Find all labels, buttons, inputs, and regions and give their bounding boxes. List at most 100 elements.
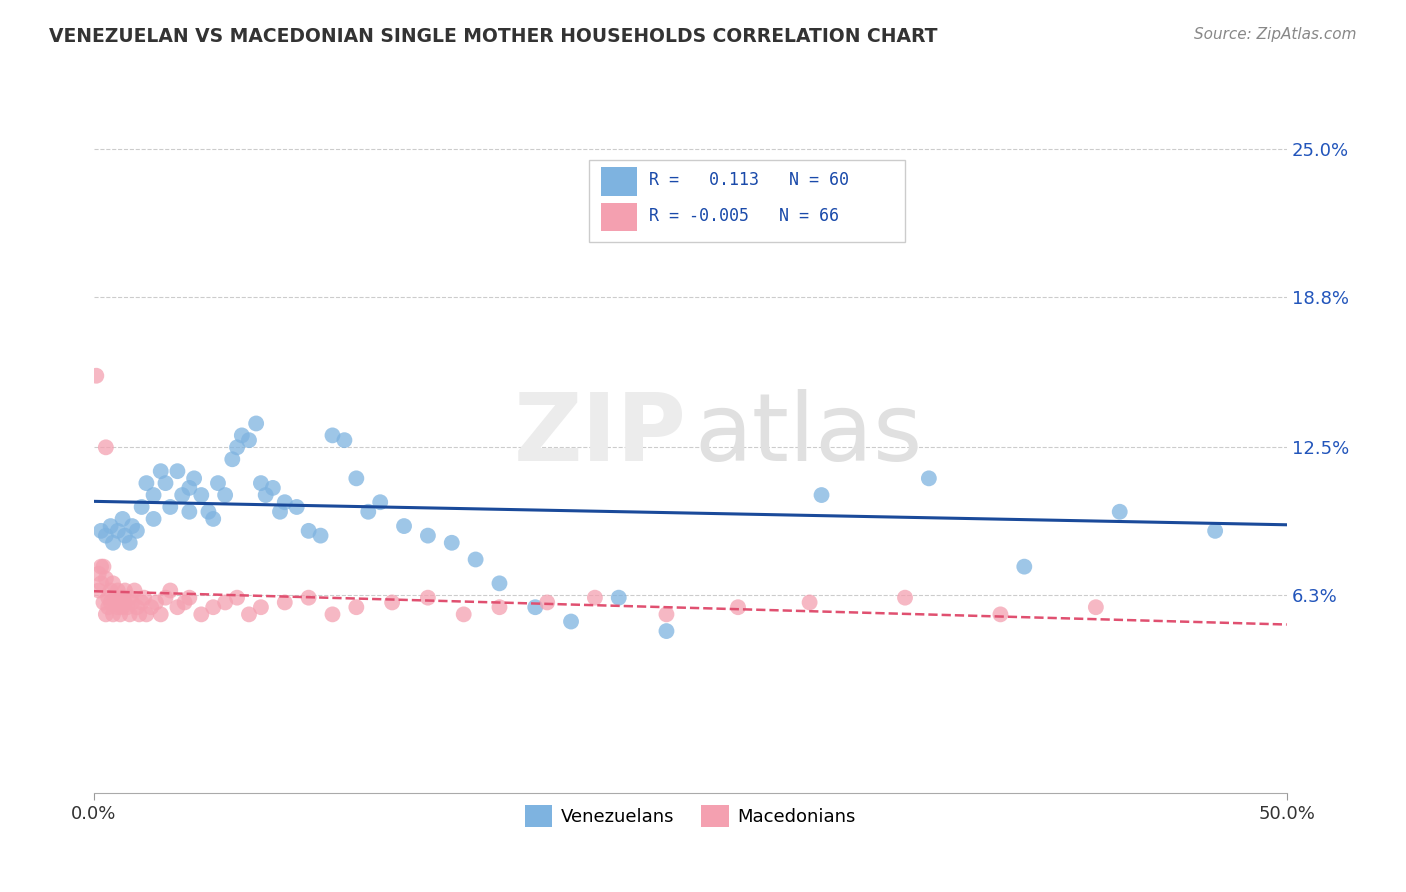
Point <box>488 576 510 591</box>
Point <box>172 488 194 502</box>
Point <box>183 471 205 485</box>
Point <box>285 500 308 514</box>
Point <box>93 559 115 574</box>
Point <box>810 488 832 502</box>
Point <box>344 600 367 615</box>
Point <box>125 524 148 538</box>
Point <box>309 528 332 542</box>
Point <box>440 535 463 549</box>
Point <box>118 607 141 622</box>
Point <box>179 505 201 519</box>
Point <box>142 512 165 526</box>
Text: R =   0.113   N = 60: R = 0.113 N = 60 <box>648 170 849 189</box>
Text: Source: ZipAtlas.com: Source: ZipAtlas.com <box>1194 27 1357 42</box>
Point <box>101 535 124 549</box>
Point <box>357 505 380 519</box>
Point <box>990 607 1012 622</box>
Point <box>94 572 117 586</box>
Point <box>173 595 195 609</box>
Point <box>274 595 297 609</box>
Point <box>274 495 297 509</box>
Bar <box>600 202 637 231</box>
Point <box>145 595 167 609</box>
Point <box>101 607 124 622</box>
Point <box>583 591 606 605</box>
Legend: Venezuelans, Macedonians: Venezuelans, Macedonians <box>517 798 863 834</box>
Point <box>453 607 475 622</box>
Point <box>114 583 136 598</box>
Point <box>118 535 141 549</box>
Text: R = -0.005   N = 66: R = -0.005 N = 66 <box>648 207 838 226</box>
Point <box>155 476 177 491</box>
Point <box>107 583 129 598</box>
Point <box>125 600 148 615</box>
FancyBboxPatch shape <box>589 160 905 242</box>
Point <box>97 591 120 605</box>
Point <box>104 595 127 609</box>
Point <box>655 607 678 622</box>
Point <box>90 524 112 538</box>
Text: ZIP: ZIP <box>513 390 686 482</box>
Point <box>159 583 181 598</box>
Bar <box>600 167 637 195</box>
Point <box>155 591 177 605</box>
Point <box>107 524 129 538</box>
Point <box>107 600 129 615</box>
Point <box>488 600 510 615</box>
Point <box>321 428 343 442</box>
Point <box>100 583 122 598</box>
Point <box>344 471 367 485</box>
Point <box>536 595 558 609</box>
Point <box>94 440 117 454</box>
Text: VENEZUELAN VS MACEDONIAN SINGLE MOTHER HOUSEHOLDS CORRELATION CHART: VENEZUELAN VS MACEDONIAN SINGLE MOTHER H… <box>49 27 938 45</box>
Point <box>100 595 122 609</box>
Point <box>166 464 188 478</box>
Point <box>159 500 181 514</box>
Point <box>179 481 201 495</box>
Point <box>108 595 131 609</box>
Point <box>524 600 547 615</box>
Point <box>190 488 212 502</box>
Point <box>93 595 115 609</box>
Point <box>262 481 284 495</box>
Point <box>121 595 143 609</box>
Point <box>142 488 165 502</box>
Point <box>392 519 415 533</box>
Point <box>298 524 321 538</box>
Point <box>238 433 260 447</box>
Point <box>1108 505 1130 519</box>
Point <box>250 476 273 491</box>
Point <box>269 505 291 519</box>
Point <box>114 595 136 609</box>
Point <box>197 505 219 519</box>
Point <box>381 595 404 609</box>
Point <box>221 452 243 467</box>
Point <box>560 615 582 629</box>
Point <box>135 476 157 491</box>
Point <box>368 495 391 509</box>
Point <box>135 607 157 622</box>
Point <box>114 528 136 542</box>
Point <box>1204 524 1226 538</box>
Point <box>87 566 110 581</box>
Point <box>214 488 236 502</box>
Point <box>131 595 153 609</box>
Point <box>607 591 630 605</box>
Point <box>128 607 150 622</box>
Point <box>231 428 253 442</box>
Point <box>1084 600 1107 615</box>
Point <box>101 576 124 591</box>
Point <box>97 600 120 615</box>
Point <box>118 591 141 605</box>
Point <box>298 591 321 605</box>
Point <box>254 488 277 502</box>
Point <box>214 595 236 609</box>
Point <box>226 591 249 605</box>
Point <box>149 464 172 478</box>
Point <box>416 528 439 542</box>
Point <box>111 600 134 615</box>
Point <box>124 583 146 598</box>
Point <box>894 591 917 605</box>
Point <box>117 600 139 615</box>
Point <box>121 519 143 533</box>
